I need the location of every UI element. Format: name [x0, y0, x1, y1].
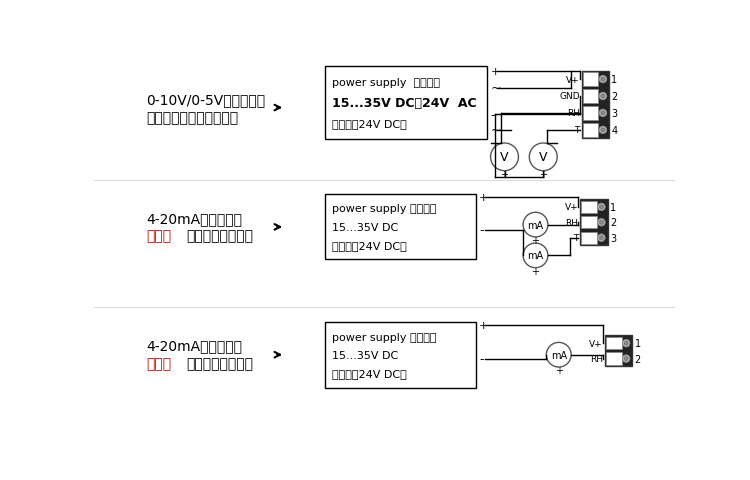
Text: ~: ~: [490, 82, 501, 95]
Text: 15...35V DC，24V  AC: 15...35V DC，24V AC: [332, 97, 477, 110]
Text: RH: RH: [567, 109, 580, 118]
Text: +: +: [479, 192, 488, 203]
Text: 单湿度: 单湿度: [146, 357, 172, 371]
Circle shape: [523, 213, 548, 238]
Text: 1: 1: [610, 203, 616, 213]
Circle shape: [601, 78, 604, 82]
Bar: [580, 200, 608, 246]
Text: V: V: [500, 151, 508, 164]
Text: （建议值24V DC）: （建议值24V DC）: [332, 240, 407, 250]
Bar: [325, 67, 488, 140]
Text: 15...35V DC: 15...35V DC: [332, 222, 399, 232]
Text: +: +: [532, 266, 539, 276]
Text: V+: V+: [566, 75, 580, 84]
Bar: [583, 73, 598, 87]
Circle shape: [622, 355, 630, 363]
Text: 3: 3: [611, 108, 617, 119]
Bar: [581, 232, 597, 244]
Text: -: -: [490, 109, 495, 122]
Text: 2: 2: [610, 218, 616, 228]
Text: 温湿度: 温湿度: [146, 229, 172, 243]
Circle shape: [598, 204, 605, 211]
Text: +: +: [500, 169, 508, 180]
Circle shape: [599, 236, 603, 240]
Circle shape: [601, 129, 604, 132]
Bar: [325, 323, 476, 388]
Text: GND: GND: [559, 92, 580, 101]
Bar: [606, 353, 622, 365]
Text: 1: 1: [634, 338, 640, 348]
Circle shape: [601, 112, 604, 116]
Text: （建议值24V DC）: （建议值24V DC）: [332, 119, 407, 129]
Circle shape: [598, 234, 605, 242]
Circle shape: [622, 340, 630, 348]
Text: V: V: [539, 151, 548, 164]
Text: 4: 4: [611, 126, 617, 135]
Circle shape: [598, 219, 605, 227]
Circle shape: [523, 243, 548, 268]
Text: T: T: [573, 234, 578, 243]
Circle shape: [599, 76, 607, 84]
Text: 4-20mA电流输出型: 4-20mA电流输出型: [146, 212, 242, 226]
Circle shape: [546, 343, 572, 367]
Text: 2: 2: [611, 92, 618, 102]
Text: 变送器应用接线图: 变送器应用接线图: [187, 229, 254, 243]
Text: +: +: [555, 365, 562, 375]
Bar: [606, 337, 622, 349]
Text: power supply 开关电源: power supply 开关电源: [332, 204, 437, 214]
Text: +: +: [479, 321, 488, 331]
Text: T: T: [574, 126, 580, 135]
Circle shape: [624, 357, 628, 361]
Circle shape: [490, 144, 518, 171]
Bar: [581, 216, 597, 229]
Text: 2: 2: [634, 354, 641, 364]
Text: RH: RH: [590, 354, 603, 363]
Text: 温湿度变送器应用接线图: 温湿度变送器应用接线图: [146, 110, 238, 124]
Bar: [583, 107, 598, 120]
Bar: [605, 336, 632, 367]
Bar: [583, 90, 598, 104]
Text: power supply  开关电源: power supply 开关电源: [332, 78, 440, 88]
Circle shape: [599, 93, 607, 101]
Circle shape: [599, 205, 603, 209]
Text: V+: V+: [590, 339, 603, 348]
Text: ~: ~: [490, 124, 501, 137]
Text: 4-20mA电流输出型: 4-20mA电流输出型: [146, 339, 242, 353]
Circle shape: [601, 95, 604, 99]
Circle shape: [599, 127, 607, 134]
Bar: [582, 72, 609, 139]
Text: V+: V+: [565, 203, 578, 212]
Text: +: +: [532, 236, 539, 245]
Text: -: -: [479, 224, 484, 237]
Text: +: +: [490, 66, 500, 76]
Text: 1: 1: [611, 75, 617, 85]
Circle shape: [624, 342, 628, 346]
Text: RH: RH: [566, 218, 578, 228]
Text: mA: mA: [527, 220, 544, 230]
Text: power supply 开关电源: power supply 开关电源: [332, 332, 437, 342]
Text: -: -: [479, 352, 484, 365]
Text: 0-10V/0-5V电压输出型: 0-10V/0-5V电压输出型: [146, 93, 266, 107]
Circle shape: [530, 144, 557, 171]
Text: 变送器应用接线图: 变送器应用接线图: [187, 357, 254, 371]
Text: mA: mA: [550, 350, 567, 360]
Bar: [581, 201, 597, 214]
Text: 3: 3: [610, 233, 616, 243]
Text: 15...35V DC: 15...35V DC: [332, 350, 399, 360]
Bar: [325, 194, 476, 260]
Text: （建议值24V DC）: （建议值24V DC）: [332, 369, 407, 379]
Bar: [583, 124, 598, 137]
Circle shape: [599, 221, 603, 225]
Text: +: +: [539, 169, 548, 180]
Text: mA: mA: [527, 251, 544, 261]
Circle shape: [599, 110, 607, 118]
